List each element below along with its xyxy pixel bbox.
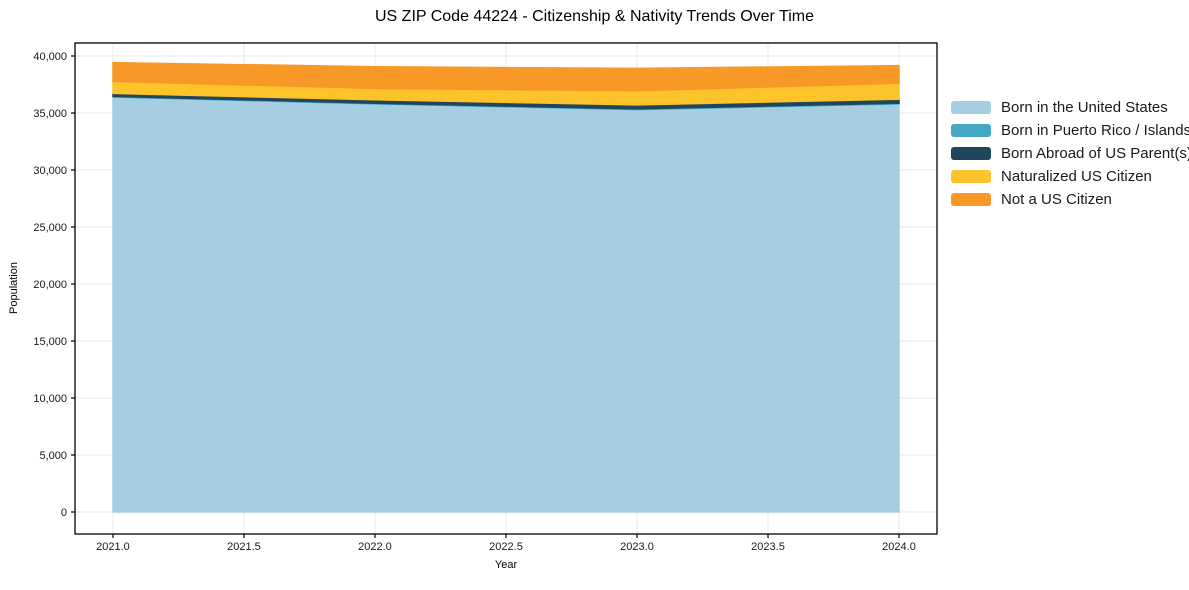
chart-title: US ZIP Code 44224 - Citizenship & Nativi… xyxy=(375,8,814,25)
y-tick-label: 0 xyxy=(61,507,67,519)
x-tick-label: 2022.5 xyxy=(489,541,523,553)
legend-label: Born in the United States xyxy=(1001,99,1168,116)
x-tick-label: 2021.5 xyxy=(227,541,261,553)
legend-swatch xyxy=(951,170,991,183)
x-axis-label: Year xyxy=(494,559,518,571)
legend-item: Born in the United States xyxy=(951,99,1189,116)
y-tick-label: 15,000 xyxy=(33,336,67,348)
legend-item: Not a US Citizen xyxy=(951,191,1189,208)
legend-swatch xyxy=(951,193,991,206)
y-axis-label: Population xyxy=(8,262,20,314)
legend-swatch xyxy=(951,101,991,114)
legend: Born in the United States Born in Puerto … xyxy=(951,99,1189,216)
x-tick-label: 2023.5 xyxy=(751,541,785,553)
legend-item: Born Abroad of US Parent(s) xyxy=(951,145,1189,162)
legend-swatch xyxy=(951,124,991,137)
x-tick-label: 2022.0 xyxy=(358,541,392,553)
y-tick-label: 30,000 xyxy=(33,165,67,177)
y-tick-label: 5,000 xyxy=(39,450,67,462)
y-tick-label: 25,000 xyxy=(33,222,67,234)
legend-item: Naturalized US Citizen xyxy=(951,168,1189,185)
legend-label: Not a US Citizen xyxy=(1001,191,1112,208)
y-tick-label: 40,000 xyxy=(33,51,67,63)
legend-item: Born in Puerto Rico / Islands xyxy=(951,122,1189,139)
area-series xyxy=(112,61,900,92)
legend-label: Born in Puerto Rico / Islands xyxy=(1001,122,1189,139)
y-tick-label: 35,000 xyxy=(33,108,67,120)
legend-label: Born Abroad of US Parent(s) xyxy=(1001,145,1189,162)
x-tick-label: 2024.0 xyxy=(882,541,916,553)
area-series xyxy=(112,96,900,513)
y-tick-label: 10,000 xyxy=(33,393,67,405)
legend-swatch xyxy=(951,147,991,160)
x-tick-label: 2021.0 xyxy=(96,541,130,553)
x-tick-label: 2023.0 xyxy=(620,541,654,553)
legend-label: Naturalized US Citizen xyxy=(1001,168,1152,185)
y-tick-label: 20,000 xyxy=(33,279,67,291)
